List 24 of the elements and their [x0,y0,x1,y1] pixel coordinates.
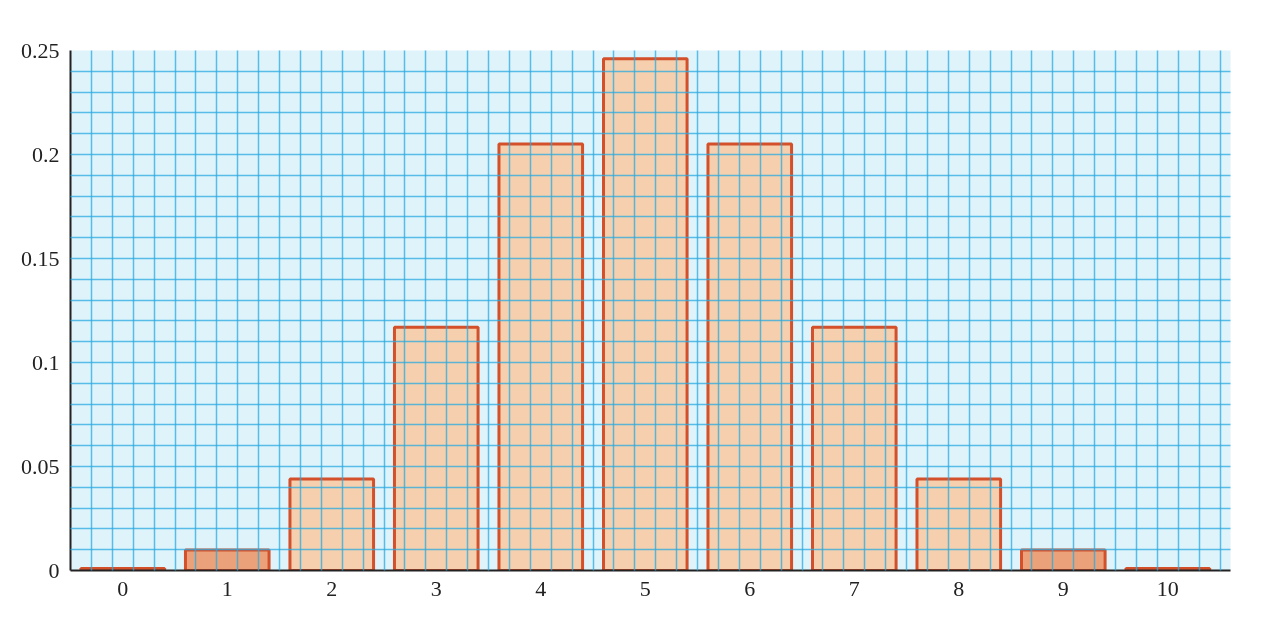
x-tick-label: 10 [1156,575,1179,601]
bar [915,477,1003,571]
bar [810,325,898,571]
y-tick-label: 0 [48,557,60,583]
x-tick-label: 1 [221,575,233,601]
x-tick-label: 6 [744,575,756,601]
x-tick-label: 2 [326,575,338,601]
y-tick-label: 0.25 [21,37,60,63]
y-tick-label: 0.1 [32,349,60,375]
x-tick-label: 9 [1057,575,1069,601]
bar [601,57,689,571]
x-tick-label: 4 [535,575,547,601]
y-tick-label: 0.2 [32,141,60,167]
bar [497,142,585,571]
x-tick-label: 3 [430,575,442,601]
y-tick-label: 0.15 [21,245,60,271]
x-tick-label: 0 [117,575,129,601]
x-tick-label: 8 [953,575,965,601]
x-tick-label: 7 [848,575,860,601]
y-tick-label: 0.05 [21,453,60,479]
bar [288,477,376,571]
bar [706,142,794,571]
bar [392,325,480,571]
x-tick-label: 5 [639,575,651,601]
